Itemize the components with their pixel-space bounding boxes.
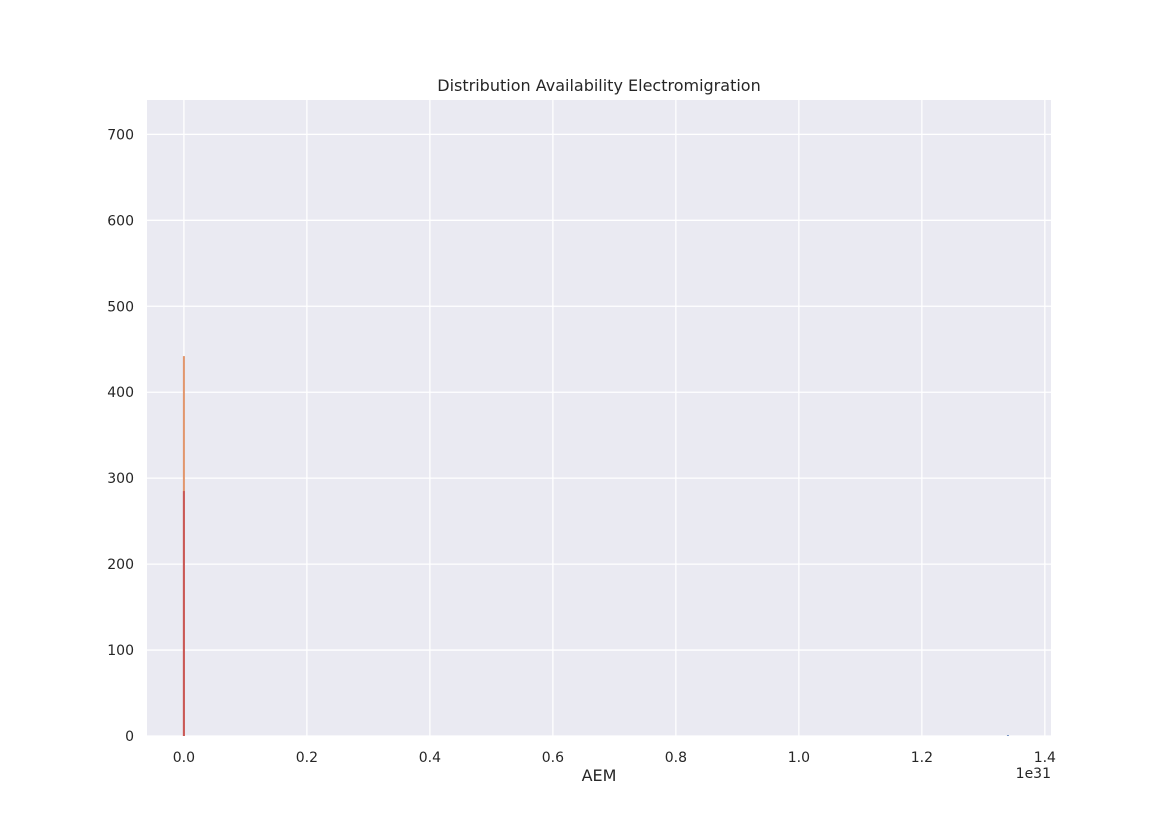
- y-tick-label: 400: [107, 385, 134, 401]
- y-tick-label: 700: [107, 127, 134, 143]
- y-tick-label: 500: [107, 299, 134, 315]
- x-tick-label: 0.8: [665, 750, 687, 766]
- histogram-bars: [182, 356, 1009, 736]
- x-axis-label: AEM: [582, 766, 617, 785]
- x-grid: [183, 100, 1046, 736]
- x-tick-label: 0.2: [296, 750, 318, 766]
- chart-title: Distribution Availability Electromigrati…: [437, 76, 760, 95]
- y-tick-label: 600: [107, 213, 134, 229]
- x-tick-label: 1.2: [911, 750, 933, 766]
- y-tick-label: 300: [107, 471, 134, 487]
- y-tick-label: 0: [125, 729, 134, 745]
- y-tick-label: 100: [107, 643, 134, 659]
- x-tick-label: 1.0: [788, 750, 810, 766]
- x-tick-label: 0.6: [542, 750, 564, 766]
- x-tick-label: 1.4: [1034, 750, 1056, 766]
- x-tick-label: 0.0: [173, 750, 195, 766]
- y-tick-labels: 0 100 200 300 400 500 600 700: [107, 127, 134, 745]
- y-grid: [147, 133, 1051, 737]
- x-tick-label: 0.4: [419, 750, 441, 766]
- histogram-bar: [182, 491, 185, 736]
- plot-area: [147, 100, 1051, 736]
- x-tick-labels: 0.0 0.2 0.4 0.6 0.8 1.0 1.2 1.4: [173, 750, 1056, 766]
- y-tick-label: 200: [107, 557, 134, 573]
- x-offset-label: 1e31: [1016, 766, 1051, 782]
- histogram-bar: [1006, 735, 1009, 736]
